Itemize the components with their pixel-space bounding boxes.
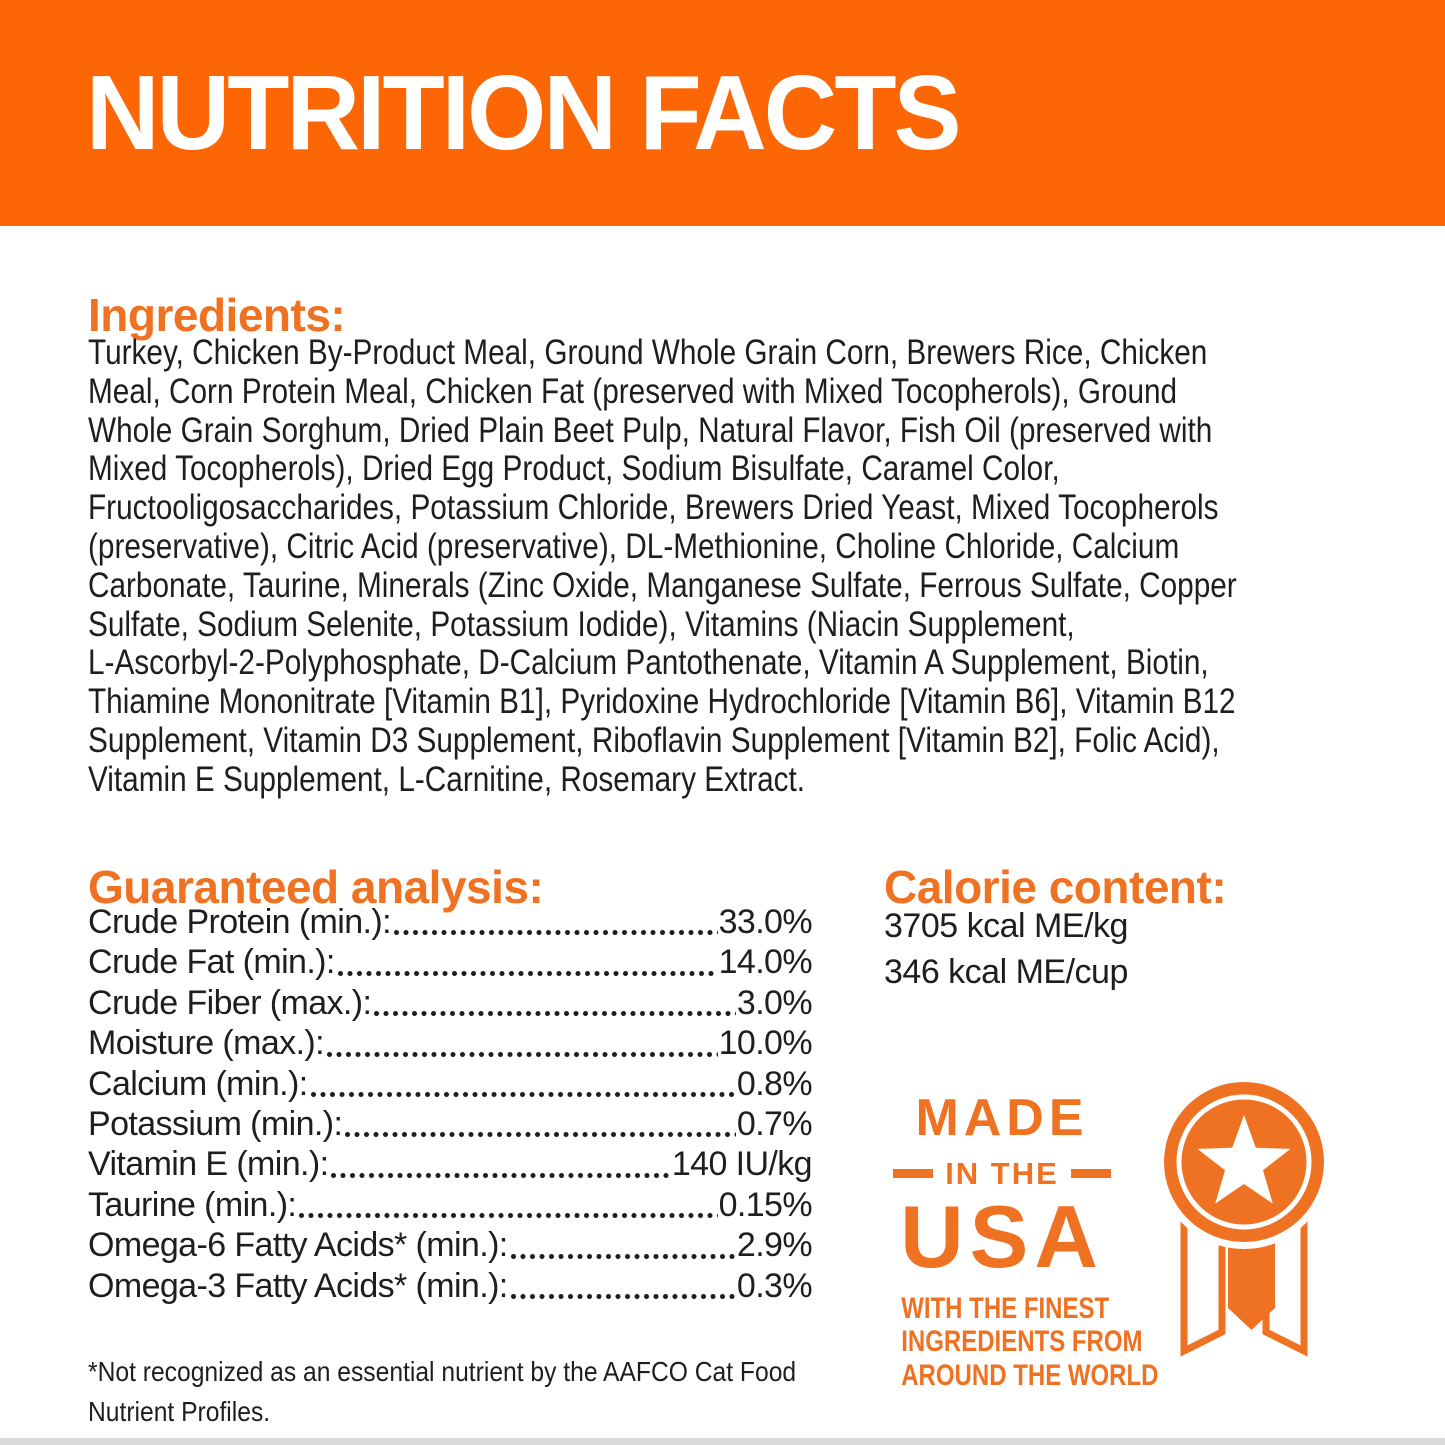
analysis-row: Calcium (min.): 0.8% xyxy=(88,1064,813,1105)
dot-leader xyxy=(372,983,736,1025)
dot-leader xyxy=(508,1266,736,1307)
analysis-row: Moisture (max.): 10.0% xyxy=(88,1024,813,1065)
analysis-value: 140 IU/kg xyxy=(671,1145,813,1184)
usa-made-word: MADE xyxy=(915,1089,1089,1147)
ingredients-paragraph: Turkey, Chicken By-Product Meal, Ground … xyxy=(88,333,1237,800)
bottom-edge-strip xyxy=(0,1438,1445,1445)
analysis-label: Potassium (min.): xyxy=(88,1104,343,1143)
header-banner: NUTRITION FACTS xyxy=(0,0,1445,226)
guaranteed-analysis-table: Crude Protein (min.): 33.0% Crude Fat (m… xyxy=(88,903,813,1307)
dot-leader xyxy=(508,1226,736,1267)
analysis-value: 10.0% xyxy=(718,1024,813,1063)
ingredients-line: Whole Grain Sorghum, Dried Plain Beet Pu… xyxy=(88,410,1213,450)
calorie-content-values: 3705 kcal ME/kg 346 kcal ME/cup xyxy=(884,903,1128,995)
analysis-value: 0.15% xyxy=(718,1185,813,1224)
analysis-value: 0.7% xyxy=(736,1104,813,1143)
analysis-label: Taurine (min.): xyxy=(88,1185,297,1224)
analysis-row: Taurine (min.): 0.15% xyxy=(88,1185,813,1227)
analysis-row: Vitamin E (min.): 140 IU/kg xyxy=(88,1145,813,1186)
ingredients-line: Vitamin E Supplement, L-Carnitine, Rosem… xyxy=(88,759,806,799)
analysis-row: Potassium (min.): 0.7% xyxy=(88,1104,813,1146)
ingredients-line: Fructooligosaccharides, Potassium Chlori… xyxy=(88,488,1219,528)
dot-leader xyxy=(343,1104,736,1146)
analysis-label: Moisture (max.): xyxy=(88,1024,325,1063)
analysis-label: Crude Fiber (max.): xyxy=(88,983,372,1022)
analysis-label: Omega-6 Fatty Acids* (min.): xyxy=(88,1226,508,1265)
ingredients-line: Turkey, Chicken By-Product Meal, Ground … xyxy=(88,333,1208,372)
calorie-kg-line: 3705 kcal ME/kg xyxy=(884,907,1128,945)
dash-right-icon xyxy=(1070,1169,1111,1178)
dot-leader xyxy=(325,1024,718,1065)
analysis-value: 14.0% xyxy=(718,943,813,982)
usa-in-the-row: IN THE xyxy=(876,1158,1128,1189)
dot-leader xyxy=(297,1185,718,1227)
ingredients-line: Supplement, Vitamin D3 Supplement, Ribof… xyxy=(88,720,1220,760)
ingredients-line: Meal, Corn Protein Meal, Chicken Fat (pr… xyxy=(88,371,1178,411)
star-icon xyxy=(1197,1115,1291,1204)
usa-word: USA xyxy=(900,1187,1104,1286)
usa-subtitle-line: INGREDIENTS FROM xyxy=(901,1325,1143,1359)
made-in-usa-block: MADE IN THE USA WITH THE FINEST INGREDIE… xyxy=(876,1089,1159,1393)
usa-subtitle-line: WITH THE FINEST xyxy=(901,1291,1110,1325)
analysis-value: 3.0% xyxy=(736,983,813,1022)
analysis-row: Crude Protein (min.): 33.0% xyxy=(88,903,813,944)
dot-leader xyxy=(308,1064,736,1105)
ingredients-line: L-Ascorbyl-2-Polyphosphate, D-Calcium Pa… xyxy=(88,643,1209,683)
star-ribbon-medal-icon xyxy=(1162,1080,1326,1357)
dot-leader xyxy=(329,1145,671,1186)
analysis-value: 2.9% xyxy=(736,1226,813,1265)
analysis-label: Calcium (min.): xyxy=(88,1064,308,1103)
analysis-label: Omega-3 Fatty Acids* (min.): xyxy=(88,1266,508,1305)
footnote: *Not recognized as an essential nutrient… xyxy=(88,1352,796,1432)
usa-subtitle-line: AROUND THE WORLD xyxy=(901,1358,1159,1392)
footnote-line: Nutrient Profiles. xyxy=(88,1396,271,1427)
medal-ring xyxy=(1176,1094,1312,1230)
usa-subtitle: WITH THE FINEST INGREDIENTS FROM AROUND … xyxy=(901,1291,1159,1393)
calorie-cup-line: 346 kcal ME/cup xyxy=(884,953,1128,991)
usa-in-the-word: IN THE xyxy=(945,1156,1059,1191)
analysis-row: Omega-3 Fatty Acids* (min.): 0.3% xyxy=(88,1266,813,1307)
analysis-label: Vitamin E (min.): xyxy=(88,1145,329,1184)
ingredients-line: Carbonate, Taurine, Minerals (Zinc Oxide… xyxy=(88,565,1237,605)
analysis-row: Crude Fat (min.): 14.0% xyxy=(88,943,813,984)
dash-left-icon xyxy=(893,1169,934,1178)
analysis-value: 0.3% xyxy=(736,1266,813,1305)
analysis-label: Crude Fat (min.): xyxy=(88,943,335,982)
calorie-content-heading: Calorie content: xyxy=(884,861,1227,914)
analysis-row: Omega-6 Fatty Acids* (min.): 2.9% xyxy=(88,1226,813,1267)
ingredients-line: Thiamine Mononitrate [Vitamin B1], Pyrid… xyxy=(88,682,1236,722)
dot-leader xyxy=(391,903,718,944)
analysis-value: 33.0% xyxy=(718,903,813,941)
footnote-line: *Not recognized as an essential nutrient… xyxy=(88,1356,797,1387)
analysis-row: Crude Fiber (max.): 3.0% xyxy=(88,983,813,1025)
page-title: NUTRITION FACTS xyxy=(86,54,961,172)
ingredients-heading: Ingredients: xyxy=(88,289,346,342)
ingredients-line: (preservative), Citric Acid (preservativ… xyxy=(88,526,1180,566)
ingredients-line: Sulfate, Sodium Selenite, Potassium Iodi… xyxy=(88,604,1075,644)
ingredients-line: Mixed Tocopherols), Dried Egg Product, S… xyxy=(88,449,1060,489)
analysis-label: Crude Protein (min.): xyxy=(88,903,392,941)
analysis-value: 0.8% xyxy=(736,1064,813,1103)
dot-leader xyxy=(335,943,718,984)
